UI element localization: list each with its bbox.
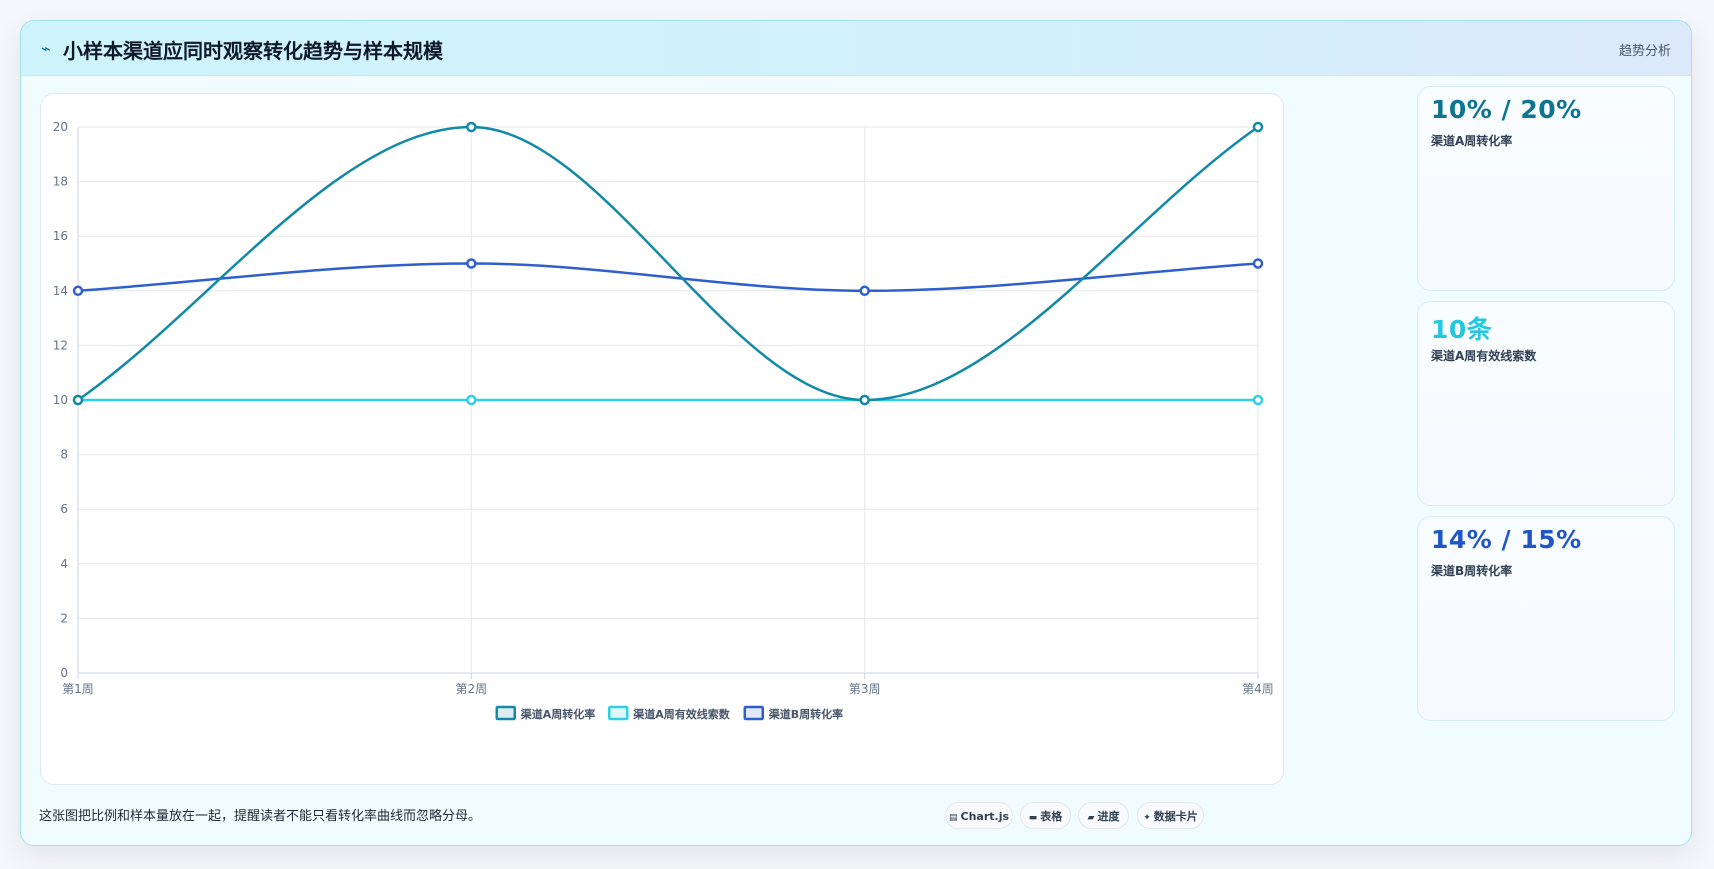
stat-value: 10条 [1431, 315, 1493, 344]
y-tick-label: 12 [53, 338, 68, 352]
data-point [466, 121, 477, 133]
legend-label: 渠道A周转化率 [521, 707, 596, 721]
x-tick-label: 第3周 [849, 682, 881, 696]
stat-value: 10% / 20% [1431, 95, 1582, 124]
card-header: ⌁ 小样本渠道应同时观察转化趋势与样本规模 趋势分析 [21, 21, 1691, 76]
y-tick-label: 6 [60, 502, 68, 516]
x-tick-label: 第2周 [456, 682, 488, 696]
y-tick-label: 8 [60, 448, 68, 462]
stat-label: 渠道A周有效线索数 [1431, 349, 1537, 363]
stat-card-b-rate: 14% / 15% 渠道B周转化率 [1417, 516, 1675, 721]
page-title: 小样本渠道应同时观察转化趋势与样本规模 [63, 39, 443, 63]
chip-label: 表格 [1040, 810, 1063, 823]
chart-panel: 0 2 4 6 8 10 12 14 16 18 20 第1周 第2周 第3周 第4周渠道A周转化率 渠道A周… [40, 93, 1284, 785]
x-tick-label: 第4周 [1242, 682, 1274, 696]
y-tick-label: 16 [53, 229, 68, 243]
series-line [77, 125, 1259, 402]
progress-icon: ▰ [1087, 813, 1095, 823]
stat-card-a-rate: 10% / 20% 渠道A周转化率 [1417, 86, 1675, 291]
chip-progress[interactable]: ▰ 进度 [1078, 802, 1129, 829]
chip-label: Chart.js [960, 810, 1010, 823]
data-point [1252, 394, 1264, 406]
y-tick-label: 4 [60, 557, 68, 571]
y-tick-label: 20 [53, 120, 68, 134]
y-tick-label: 2 [60, 611, 68, 625]
x-tick-label: 第1周 [62, 682, 94, 696]
legend-label: 渠道B周转化率 [769, 707, 843, 721]
y-tick-label: 10 [53, 393, 68, 407]
chip-chartjs[interactable]: ▤ Chart.js [945, 802, 1013, 829]
y-tick-label: 14 [53, 284, 68, 298]
series-line [77, 262, 1259, 293]
legend-swatch [608, 705, 629, 721]
stat-label: 渠道A周转化率 [1431, 134, 1513, 148]
chart-card: ⌁ 小样本渠道应同时观察转化趋势与样本规模 趋势分析 0 2 4 6 8 10 12 14 16… [20, 20, 1692, 846]
chip-label: 数据卡片 [1153, 810, 1198, 823]
legend-swatch [495, 705, 516, 721]
trend-icon: ⌁ [41, 39, 51, 58]
chart-caption: 这张图把比例和样本量放在一起，提醒读者不能只看转化率曲线而忽略分母。 [39, 809, 482, 824]
y-tick-label: 0 [60, 666, 68, 680]
data-point [466, 258, 477, 269]
legend-label: 渠道A周有效线索数 [633, 707, 731, 721]
data-point [859, 285, 870, 297]
data-point [1252, 258, 1264, 269]
data-point [466, 394, 477, 406]
data-point [859, 394, 870, 406]
stat-value: 14% / 15% [1431, 525, 1582, 554]
card-icon: ✦ [1143, 813, 1151, 823]
chip-label: 进度 [1097, 810, 1120, 823]
chart-icon: ▤ [948, 813, 958, 823]
data-point [72, 285, 84, 297]
chip-data-card[interactable]: ✦ 数据卡片 [1137, 802, 1204, 829]
data-point [1252, 121, 1264, 133]
y-tick-label: 18 [53, 175, 68, 189]
data-point [72, 394, 84, 406]
chip-table[interactable]: ▬ 表格 [1020, 802, 1071, 829]
header-tag: 趋势分析 [1618, 44, 1671, 59]
stat-card-a-leads: 10条 渠道A周有效线索数 [1417, 301, 1675, 506]
legend-swatch [743, 705, 764, 721]
table-icon: ▬ [1028, 813, 1038, 823]
stat-label: 渠道B周转化率 [1431, 564, 1513, 578]
